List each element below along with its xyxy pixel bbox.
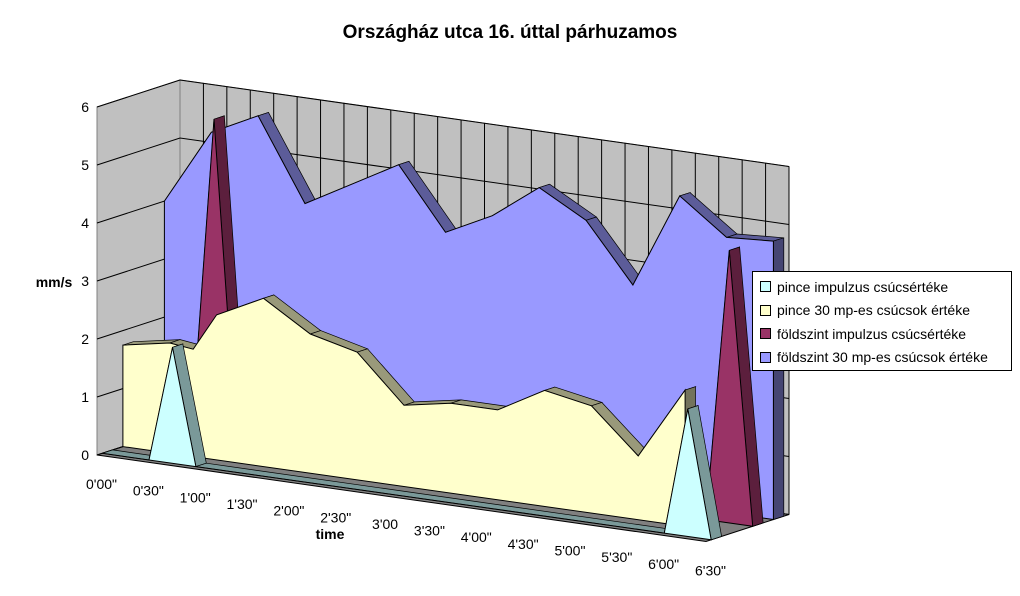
y-axis-label: mm/s (36, 274, 73, 290)
legend-label: pince impulzus csúcsértéke (777, 278, 949, 295)
x-tick-label: 3'30" (414, 523, 445, 539)
legend-label: földszint impulzus csúcsértéke (777, 325, 967, 342)
y-tick-label: 3 (81, 273, 89, 289)
chart-legend: pince impulzus csúcsértéke pince 30 mp-es… (752, 271, 1012, 371)
x-tick-label: 2'00" (273, 503, 304, 519)
legend-swatch (760, 304, 771, 316)
series-area-2 (122, 297, 686, 527)
y-tick-label: 1 (81, 389, 89, 405)
series-side-face (752, 522, 764, 527)
legend-label: pince 30 mp-es csúcsok értéke (777, 302, 970, 319)
legend-item: földszint impulzus csúcsértéke (760, 322, 1011, 346)
legend-swatch (760, 351, 771, 363)
legend-swatch (760, 281, 771, 293)
x-tick-label: 6'00" (648, 556, 679, 572)
x-tick-label: 5'00" (554, 543, 585, 559)
y-tick-label: 4 (81, 215, 89, 231)
legend-item: pince 30 mp-es csúcsok értéke (760, 299, 1011, 323)
y-tick-label: 2 (81, 331, 89, 347)
x-tick-label: 2'30" (320, 509, 351, 525)
y-tick-label: 6 (81, 99, 89, 115)
x-tick-label: 3'00 (372, 516, 398, 532)
x-tick-label: 4'30" (508, 536, 539, 552)
gridline-horizontal (96, 137, 790, 225)
x-tick-label: 1'30" (227, 496, 258, 512)
legend-label: földszint 30 mp-es csúcsok értéke (777, 349, 988, 366)
chart-title: Országház utca 16. úttal párhuzamos (342, 22, 678, 43)
legend-item: pince impulzus csúcsértéke (760, 275, 1011, 299)
x-tick-label: 4'00" (461, 529, 492, 545)
series-side-face (711, 536, 722, 541)
x-tick-label: 6'30" (695, 562, 726, 578)
x-tick-label: 5'30" (601, 549, 632, 565)
y-tick-label: 0 (81, 447, 89, 463)
legend-swatch (760, 328, 771, 340)
x-tick-label: 0'00" (86, 476, 117, 492)
y-tick-label: 5 (81, 157, 89, 173)
gridline-horizontal (96, 79, 790, 167)
x-tick-label: 1'00" (180, 489, 211, 505)
x-axis-label: time (316, 526, 345, 542)
series-area-1 (102, 347, 712, 541)
legend-item: földszint 30 mp-es csúcsok értéke (760, 346, 1011, 370)
x-tick-label: 0'30" (133, 483, 164, 499)
